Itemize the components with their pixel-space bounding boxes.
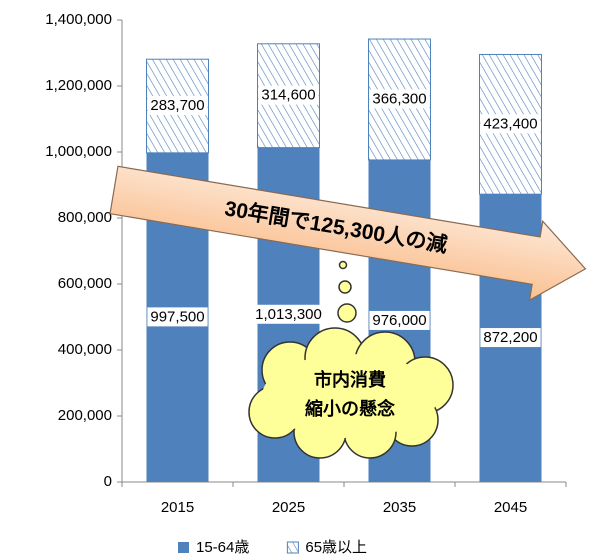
legend-label: 65歳以上 (305, 539, 367, 556)
data-label-bg (147, 307, 208, 327)
y-tick-label: 600,000 (58, 275, 112, 292)
axes: 0 200,000 400,000 600,000 800,000 1,000,000 1,… (45, 11, 567, 516)
data-label-bg (258, 85, 319, 105)
legend: 15-64歳 65歳以上 (178, 539, 367, 556)
data-label: 314,600 (261, 87, 315, 104)
data-label-bg (369, 89, 430, 109)
data-label-bg (480, 328, 541, 348)
data-label: 1,013,300 (255, 306, 322, 323)
thought-dot (338, 280, 352, 294)
thought-dot (337, 303, 357, 323)
data-label: 366,300 (372, 90, 426, 107)
arrow-shape (109, 165, 587, 302)
x-tick-label: 2035 (383, 499, 416, 516)
y-tick-label: 1,200,000 (45, 77, 112, 94)
y-tick-label: 0 (104, 473, 112, 490)
x-tick-label: 2045 (494, 499, 527, 516)
legend-swatch (286, 541, 299, 554)
data-label-bg (369, 310, 430, 330)
y-tick-label: 1,000,000 (45, 143, 112, 160)
y-tick-label: 400,000 (58, 341, 112, 358)
data-label-bg (252, 304, 325, 324)
thought-dot (338, 260, 348, 270)
y-tick-label: 1,400,000 (45, 11, 112, 28)
cloud-text: 縮小の懸念 (305, 398, 395, 419)
thought-cloud: 市内消費 縮小の懸念 (248, 260, 454, 459)
data-label: 283,700 (150, 97, 204, 114)
value-labels: 997,500 1,013,300 976,000 872,200 283,700 314… (147, 85, 541, 348)
y-tick-label: 800,000 (58, 209, 112, 226)
x-tick-label: 2015 (161, 499, 194, 516)
data-label: 976,000 (372, 312, 426, 329)
arrow-annotation: 30年間で125,300人の減 (109, 165, 587, 302)
data-label: 872,200 (483, 329, 537, 346)
cloud-text: 市内消費 (314, 369, 386, 390)
data-label: 997,500 (150, 308, 204, 325)
legend-swatch (178, 542, 189, 553)
legend-label: 15-64歳 (196, 539, 249, 556)
data-label-bg (147, 95, 208, 115)
x-tick-label: 2025 (272, 499, 305, 516)
data-label: 423,400 (483, 115, 537, 132)
y-tick-label: 200,000 (58, 407, 112, 424)
data-label-bg (480, 114, 541, 134)
